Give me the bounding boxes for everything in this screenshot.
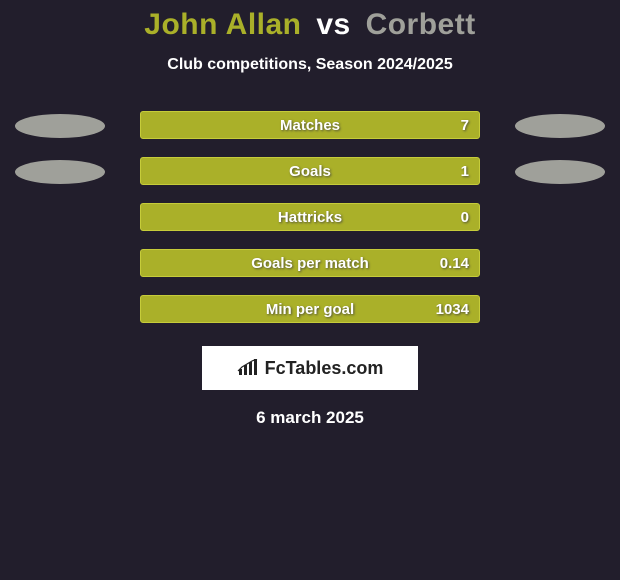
- stat-row: Goals 1: [0, 148, 620, 194]
- brand-box: FcTables.com: [202, 346, 418, 390]
- stat-bar-value: 0.14: [440, 250, 469, 277]
- stat-row: Matches 7: [0, 102, 620, 148]
- subtitle: Club competitions, Season 2024/2025: [0, 56, 620, 74]
- stat-bar-label: Goals per match: [141, 250, 479, 277]
- title-vs: vs: [316, 8, 350, 41]
- stat-bar: Goals per match 0.14: [140, 249, 480, 277]
- stat-rows: Matches 7 Goals 1 Hattricks 0: [0, 102, 620, 332]
- stat-bar-value: 1034: [436, 296, 469, 323]
- right-ellipse: [515, 114, 605, 138]
- stat-bar-value: 0: [461, 204, 469, 231]
- stat-bar-value: 7: [461, 112, 469, 139]
- stat-row: Goals per match 0.14: [0, 240, 620, 286]
- left-ellipse: [15, 114, 105, 138]
- stat-bar-label: Min per goal: [141, 296, 479, 323]
- stat-bar-value: 1: [461, 158, 469, 185]
- stat-row: Hattricks 0: [0, 194, 620, 240]
- stat-bar-label: Goals: [141, 158, 479, 185]
- stat-bar-label: Hattricks: [141, 204, 479, 231]
- page-title: John Allan vs Corbett: [0, 0, 620, 42]
- title-player2: Corbett: [366, 8, 476, 41]
- brand-text: FcTables.com: [265, 358, 384, 379]
- stat-bar: Goals 1: [140, 157, 480, 185]
- bar-chart-icon: [237, 359, 259, 377]
- left-ellipse: [15, 160, 105, 184]
- stat-bar: Matches 7: [140, 111, 480, 139]
- right-ellipse: [515, 160, 605, 184]
- title-player1: John Allan: [144, 8, 301, 41]
- comparison-infographic: John Allan vs Corbett Club competitions,…: [0, 0, 620, 580]
- stat-bar: Min per goal 1034: [140, 295, 480, 323]
- stat-bar: Hattricks 0: [140, 203, 480, 231]
- date-text: 6 march 2025: [0, 408, 620, 428]
- stat-row: Min per goal 1034: [0, 286, 620, 332]
- stat-bar-label: Matches: [141, 112, 479, 139]
